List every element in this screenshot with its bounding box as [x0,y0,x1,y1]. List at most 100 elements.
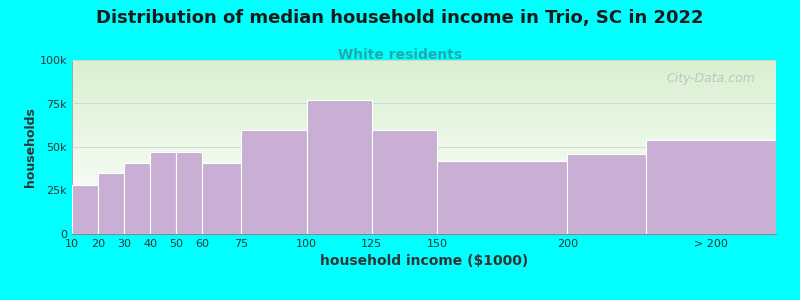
Bar [72,175,776,176]
Bar [72,185,776,186]
Bar [72,133,776,134]
Bar [72,99,776,101]
Bar [72,119,776,120]
Bar [72,97,776,98]
Bar [72,120,776,122]
Bar [72,125,776,126]
Bar [72,64,776,66]
Bar [72,176,776,177]
Text: White residents: White residents [338,48,462,62]
Bar [72,83,776,84]
Y-axis label: households: households [24,107,37,187]
Bar [72,146,776,147]
Bar [72,174,776,175]
X-axis label: household income ($1000): household income ($1000) [320,254,528,268]
Bar [72,72,776,73]
Bar [72,171,776,172]
Bar [72,84,776,86]
Bar [72,153,776,154]
Bar [72,191,776,192]
Bar [72,208,776,210]
Bar [72,88,776,89]
Bar [72,160,776,161]
Bar [72,203,776,204]
Bar [72,69,776,70]
Bar [72,194,776,195]
Bar [72,202,776,203]
Bar [72,163,776,164]
Bar [72,183,776,184]
Bar [72,140,776,141]
Bar [72,77,776,79]
Bar [72,74,776,75]
Bar [72,62,776,64]
Bar [72,168,776,169]
Bar [72,142,776,143]
Bar [72,106,776,108]
Bar [72,148,776,149]
Bar [72,138,776,139]
Bar [72,215,776,217]
Bar [72,162,776,163]
Text: Distribution of median household income in Trio, SC in 2022: Distribution of median household income … [96,9,704,27]
Bar [72,200,776,202]
Bar [176,152,202,234]
Bar [72,130,776,131]
Bar [72,122,776,123]
Bar [72,182,776,183]
Text: City-Data.com: City-Data.com [666,72,755,85]
Bar [72,178,776,179]
Bar [72,112,776,113]
Bar [72,67,776,68]
Bar [72,170,776,171]
Bar [242,130,306,234]
Bar [72,219,776,220]
Bar [72,224,776,225]
Bar [72,145,776,146]
Bar [72,79,776,80]
Bar [72,92,776,94]
Bar [72,141,776,142]
Bar [72,181,776,182]
Bar [72,233,776,234]
Bar [72,207,776,208]
Bar [72,185,98,234]
Bar [72,151,776,152]
Bar [72,75,776,76]
Bar [72,189,776,190]
Bar [72,197,776,198]
Bar [72,154,776,155]
Bar [72,102,776,103]
Bar [72,131,776,132]
Bar [72,218,776,219]
Bar [150,152,176,234]
Bar [72,205,776,206]
Bar [72,225,776,226]
Bar [72,198,776,199]
Bar [72,68,776,69]
Bar [646,140,776,234]
Bar [72,214,776,215]
Bar [72,128,776,130]
Bar [72,123,776,124]
Bar [72,143,776,145]
Bar [72,118,776,119]
Bar [72,147,776,148]
Bar [72,96,776,97]
Bar [72,80,776,81]
Bar [72,206,776,207]
Bar [72,116,776,117]
Bar [72,190,776,191]
Bar [72,95,776,96]
Bar [72,98,776,99]
Bar [72,66,776,67]
Bar [72,192,776,194]
Bar [72,94,776,95]
Bar [72,85,776,87]
Bar [72,195,776,196]
Bar [72,211,776,212]
Bar [72,110,776,111]
Bar [72,132,776,133]
Bar [72,135,776,136]
Bar [72,91,776,92]
